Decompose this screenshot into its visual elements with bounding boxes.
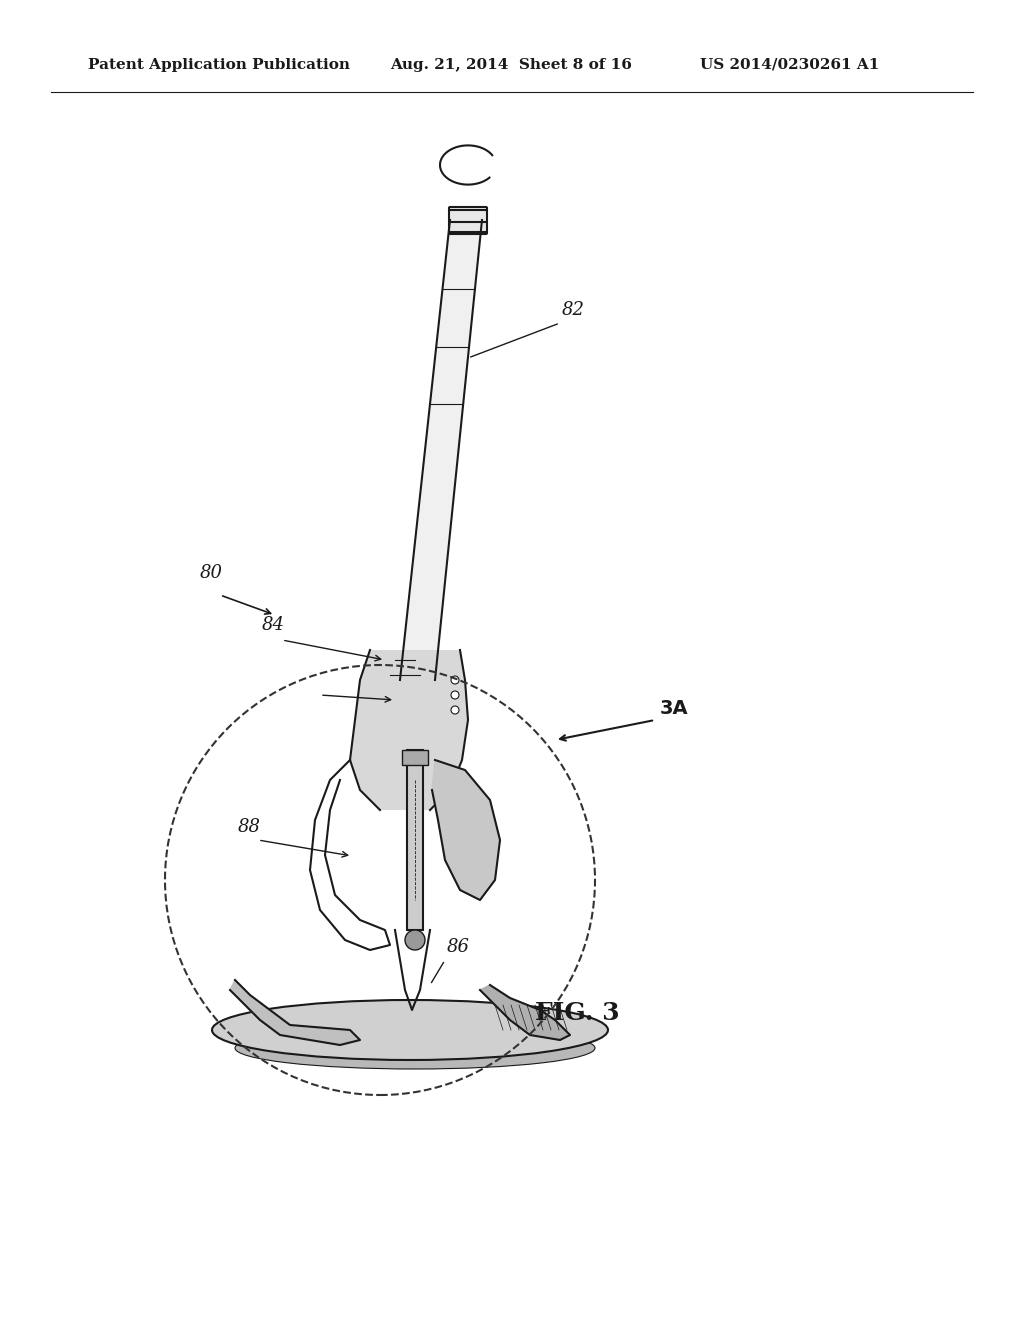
Polygon shape (432, 760, 500, 900)
Bar (402, 750, 428, 766)
Bar (407, 750, 423, 931)
Text: 82: 82 (562, 301, 585, 319)
Text: 86: 86 (447, 939, 470, 956)
Text: US 2014/0230261 A1: US 2014/0230261 A1 (700, 58, 880, 73)
Circle shape (406, 931, 425, 950)
Text: 3A: 3A (660, 700, 688, 718)
Text: 88: 88 (238, 818, 261, 836)
Polygon shape (480, 985, 570, 1040)
Text: FIG. 3: FIG. 3 (535, 1001, 620, 1026)
Polygon shape (400, 220, 482, 680)
Text: 80: 80 (200, 564, 223, 582)
Ellipse shape (234, 1027, 595, 1069)
Circle shape (451, 690, 459, 700)
Ellipse shape (212, 1001, 608, 1060)
Text: Aug. 21, 2014  Sheet 8 of 16: Aug. 21, 2014 Sheet 8 of 16 (390, 58, 632, 73)
Polygon shape (230, 979, 360, 1045)
Text: Patent Application Publication: Patent Application Publication (88, 58, 350, 73)
Circle shape (451, 706, 459, 714)
Text: 84: 84 (262, 616, 285, 634)
FancyBboxPatch shape (449, 207, 487, 234)
Circle shape (451, 676, 459, 684)
Polygon shape (350, 649, 468, 810)
